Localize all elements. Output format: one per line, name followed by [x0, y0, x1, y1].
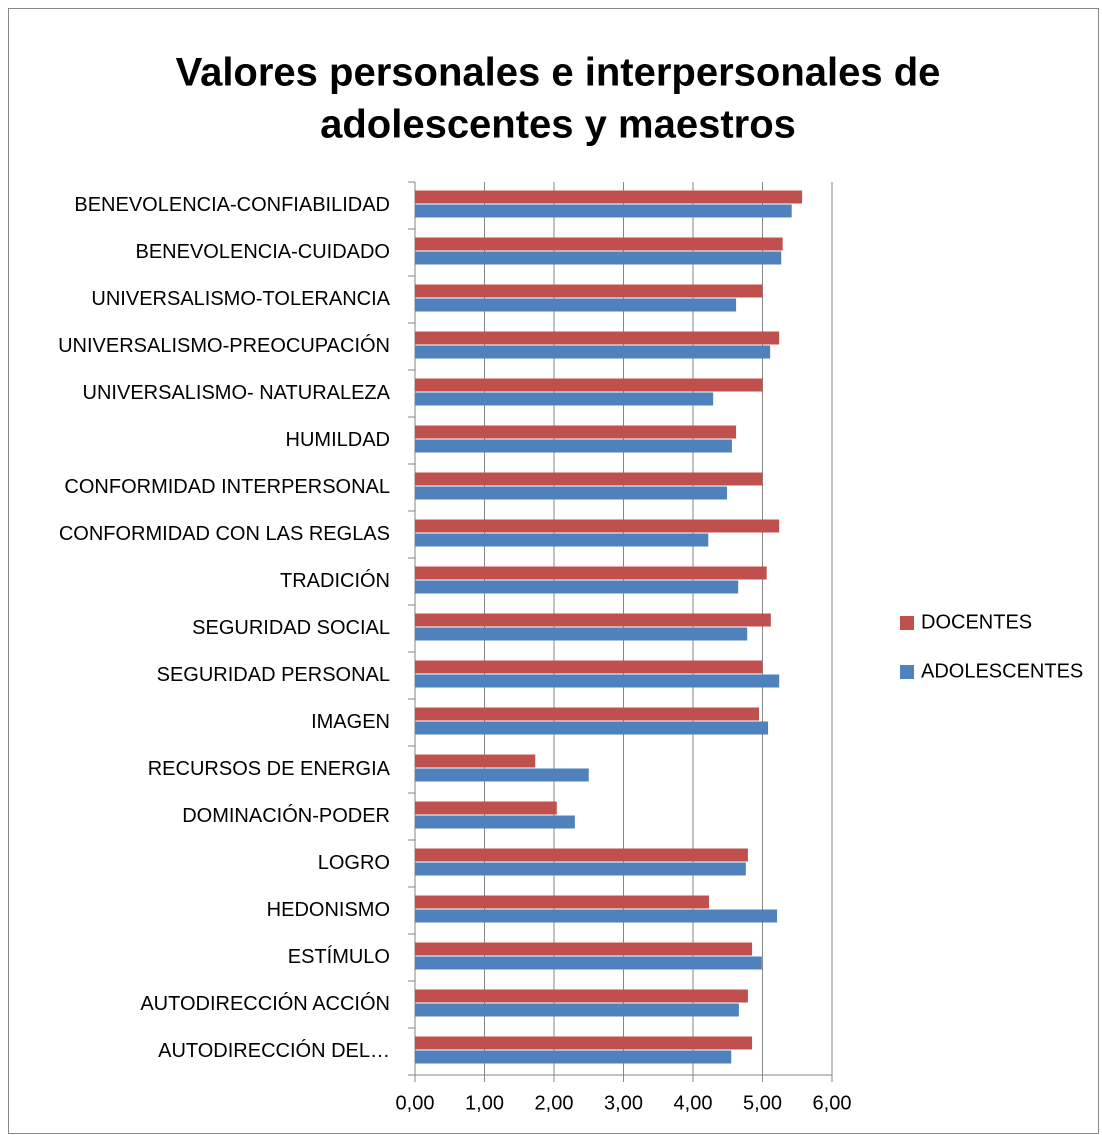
x-tick-label: 0,00: [396, 1092, 435, 1114]
x-tick-label: 2,00: [535, 1092, 574, 1114]
y-tick-label: CONFORMIDAD CON LAS REGLAS: [59, 523, 390, 545]
bar: [415, 533, 709, 547]
bar: [415, 1050, 732, 1064]
bar: [415, 284, 763, 298]
y-tick-label: BENEVOLENCIA-CONFIABILIDAD: [74, 194, 390, 216]
bar: [415, 895, 709, 909]
bar: [415, 801, 557, 815]
bar: [415, 566, 767, 580]
x-tick-label: 1,00: [465, 1092, 504, 1114]
y-tick-label: SEGURIDAD PERSONAL: [157, 664, 390, 686]
bar: [415, 580, 739, 594]
y-tick-label: RECURSOS DE ENERGIA: [148, 758, 391, 780]
y-tick-label: TRADICIÓN: [280, 569, 390, 592]
bar: [415, 707, 760, 721]
bar: [415, 956, 762, 970]
y-tick-label: SEGURIDAD SOCIAL: [192, 617, 390, 639]
bar: [415, 519, 780, 533]
x-tick-label: 4,00: [674, 1092, 713, 1114]
bar: [415, 660, 763, 674]
bar: [415, 613, 771, 627]
bar: [415, 942, 753, 956]
y-tick-label: DOMINACIÓN-PODER: [182, 804, 390, 827]
bar: [415, 989, 748, 1003]
bar: [415, 627, 748, 641]
bar: [415, 378, 763, 392]
bar: [415, 909, 778, 923]
y-tick-label: AUTODIRECCIÓN DEL…: [158, 1039, 390, 1062]
bar: [415, 862, 746, 876]
bar: [415, 298, 737, 312]
bar: [415, 331, 780, 345]
y-tick-label: UNIVERSALISMO- NATURALEZA: [83, 382, 391, 404]
y-tick-label: HEDONISMO: [267, 899, 390, 921]
legend-label: ADOLESCENTES: [921, 660, 1083, 682]
bar: [415, 204, 792, 218]
chart-title: adolescentes y maestros: [320, 103, 796, 147]
y-tick-label: HUMILDAD: [286, 429, 390, 451]
bar: [415, 237, 783, 251]
y-tick-label: AUTODIRECCIÓN ACCIÓN: [140, 992, 390, 1015]
bar: [415, 392, 714, 406]
bar: [415, 754, 536, 768]
bar: [415, 848, 748, 862]
legend-swatch: [900, 665, 914, 679]
y-tick-label: ESTÍMULO: [288, 945, 390, 968]
bar: [415, 472, 763, 486]
chart-title: Valores personales e interpersonales de: [176, 51, 941, 95]
bar: [415, 486, 728, 500]
legend-swatch: [900, 616, 914, 630]
y-tick-label: BENEVOLENCIA-CUIDADO: [136, 241, 391, 263]
bar: [415, 815, 575, 829]
bar: [415, 1003, 739, 1017]
bar: [415, 1036, 753, 1050]
y-tick-label: CONFORMIDAD INTERPERSONAL: [64, 476, 390, 498]
bar: [415, 190, 803, 204]
x-tick-label: 5,00: [743, 1092, 782, 1114]
bar: [415, 251, 782, 265]
y-tick-label: UNIVERSALISMO-TOLERANCIA: [91, 288, 390, 310]
legend-label: DOCENTES: [921, 611, 1032, 633]
y-tick-label: UNIVERSALISMO-PREOCUPACIÓN: [58, 334, 390, 357]
x-tick-label: 6,00: [813, 1092, 852, 1114]
bar: [415, 721, 769, 735]
y-tick-label: LOGRO: [318, 852, 390, 874]
bar: [415, 768, 589, 782]
bar: [415, 674, 780, 688]
x-tick-label: 3,00: [604, 1092, 643, 1114]
bar: [415, 345, 771, 359]
bar: [415, 425, 737, 439]
y-tick-label: IMAGEN: [311, 711, 390, 733]
bar: [415, 439, 732, 453]
